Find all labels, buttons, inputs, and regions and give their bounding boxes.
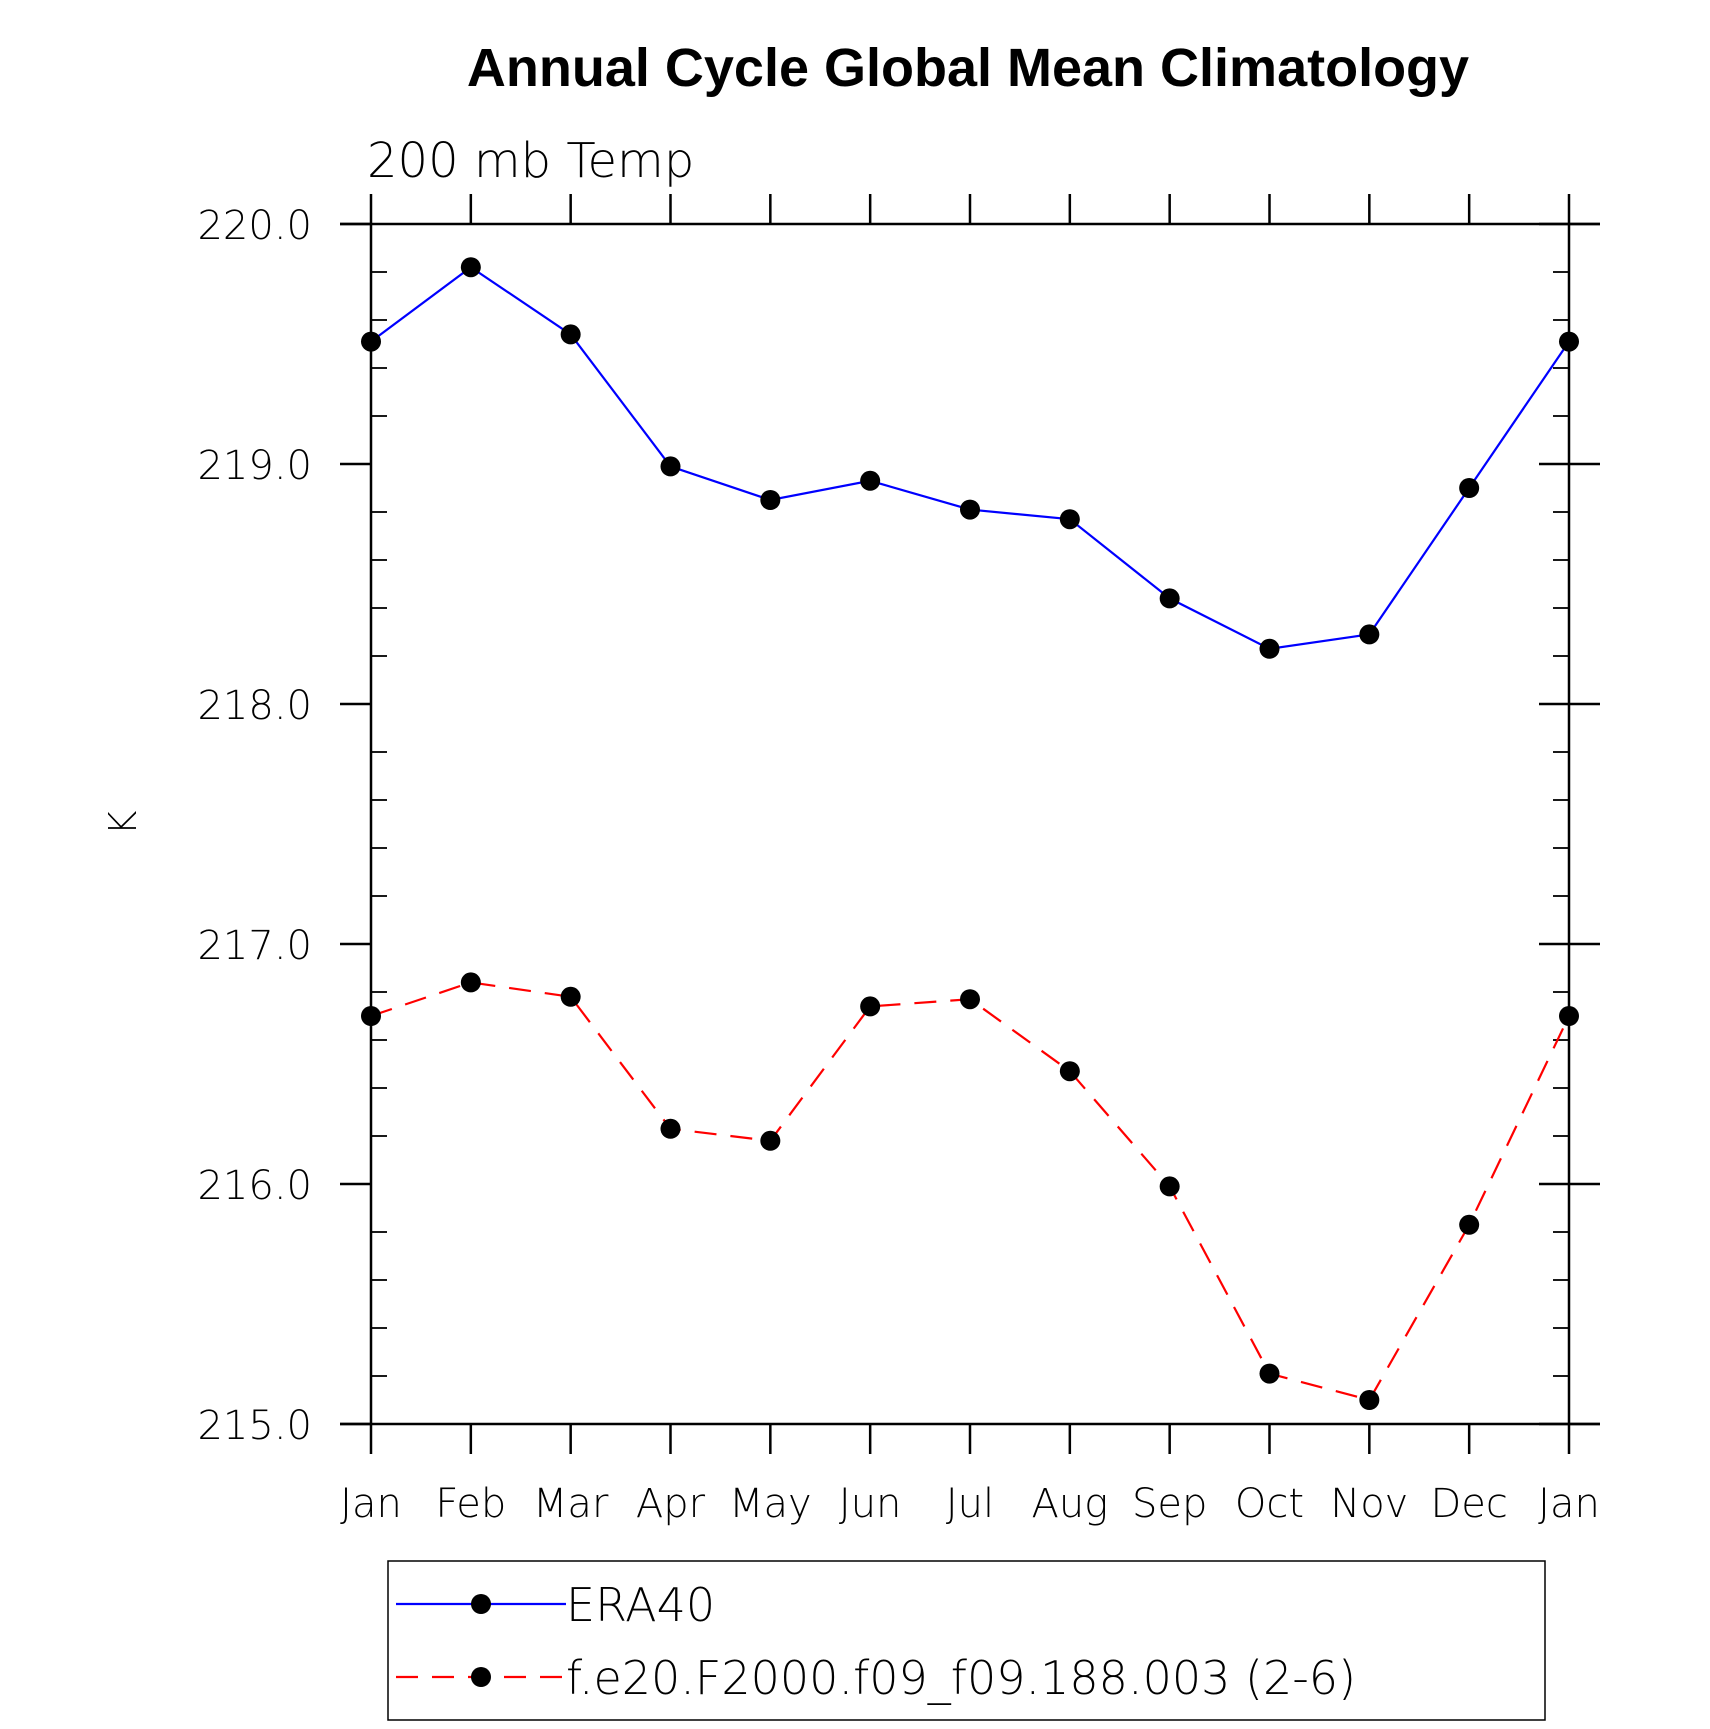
y-tick-label: 217.0 xyxy=(197,923,312,969)
x-tick-label: Sep xyxy=(1132,1481,1207,1527)
data-point xyxy=(560,986,581,1007)
y-tick-label: 216.0 xyxy=(197,1163,312,1209)
data-point xyxy=(960,499,980,520)
data-point xyxy=(1559,1006,1579,1026)
data-point xyxy=(860,996,881,1017)
data-point xyxy=(660,1118,681,1139)
y-tick-label: 215.0 xyxy=(197,1403,312,1449)
x-axis: Jan Feb Mar Apr May Jun Jul Aug Sep Oct Nov Dec Jan xyxy=(340,194,1600,1527)
y-axis-label: K xyxy=(101,810,145,835)
data-point xyxy=(1459,478,1480,498)
x-tick-label: Jan xyxy=(1538,1481,1600,1527)
legend-box xyxy=(387,1560,1546,1721)
x-tick-label: Dec xyxy=(1430,1481,1507,1527)
x-tick-label: Apr xyxy=(636,1481,706,1527)
x-tick-label: Jan xyxy=(340,1481,402,1527)
data-point xyxy=(1559,331,1579,352)
data-point xyxy=(460,972,481,993)
data-point xyxy=(760,1130,781,1151)
data-point xyxy=(1059,509,1080,530)
data-point xyxy=(1259,638,1280,659)
y-axis: 215.0 216.0 217.0 218.0 219.0 220.0 xyxy=(197,203,1600,1449)
data-point xyxy=(1159,1176,1180,1197)
legend-marker-era40 xyxy=(471,1594,491,1614)
y-tick-label: 219.0 xyxy=(197,443,312,489)
data-point xyxy=(1459,1214,1480,1235)
data-point xyxy=(460,257,481,278)
series-line xyxy=(370,981,1570,1402)
data-point xyxy=(1259,1363,1280,1384)
plot-axes xyxy=(340,222,1600,1426)
chart-subtitle: 200 mb Temp xyxy=(367,133,694,189)
x-tick-label: Nov xyxy=(1330,1481,1408,1527)
series-0 xyxy=(361,257,1579,659)
data-point xyxy=(760,490,781,510)
data-point xyxy=(560,324,581,345)
data-point xyxy=(361,1006,381,1026)
data-point xyxy=(1359,624,1380,645)
y-tick-label: 220.0 xyxy=(197,203,312,249)
series-layer xyxy=(361,257,1579,1410)
data-point xyxy=(660,456,681,477)
legend: ERA40 f.e20.F2000.f09_f09.188.003 (2-6) xyxy=(387,1560,1546,1721)
data-point xyxy=(960,989,980,1010)
x-tick-label: Mar xyxy=(533,1481,609,1527)
x-tick-label: Aug xyxy=(1031,1481,1108,1527)
series-line xyxy=(370,265,1570,650)
series-1 xyxy=(361,972,1579,1410)
x-tick-label: Oct xyxy=(1235,1481,1304,1527)
data-point xyxy=(1159,588,1180,609)
data-point xyxy=(1359,1390,1380,1410)
x-tick-label: Jun xyxy=(839,1481,902,1527)
data-point xyxy=(860,470,881,491)
legend-label-model: f.e20.F2000.f09_f09.188.003 (2-6) xyxy=(566,1651,1356,1705)
data-point xyxy=(361,331,381,352)
x-tick-label: Jul xyxy=(946,1481,994,1527)
y-tick-label: 218.0 xyxy=(197,683,312,729)
data-point xyxy=(1059,1061,1080,1082)
x-tick-label: May xyxy=(729,1481,812,1527)
legend-label-era40: ERA40 xyxy=(566,1578,715,1632)
legend-marker-model xyxy=(471,1667,491,1687)
chart-title: Annual Cycle Global Mean Climatology xyxy=(467,38,1469,98)
x-tick-label: Feb xyxy=(435,1481,506,1527)
